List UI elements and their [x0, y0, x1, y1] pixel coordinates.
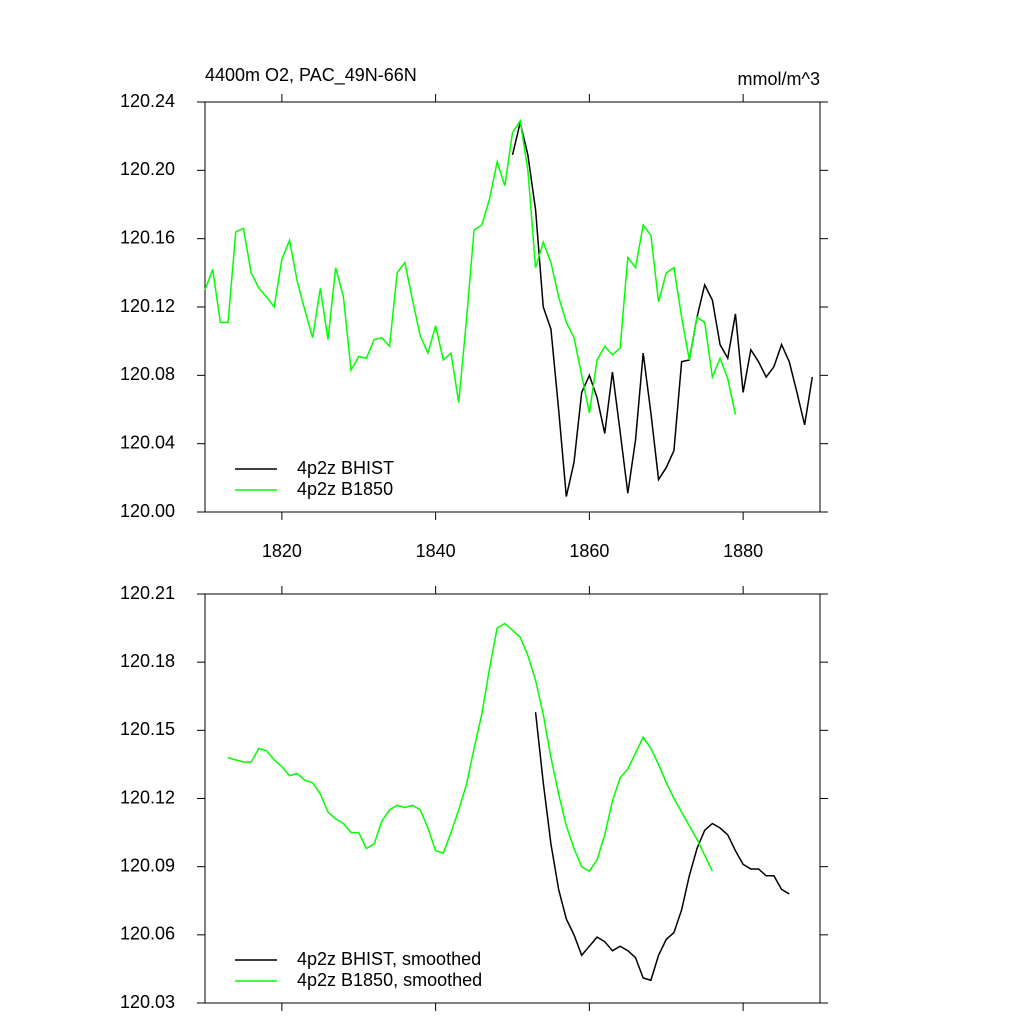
series-line: [511, 122, 814, 497]
y-tick-label: 120.16: [120, 227, 175, 247]
legend-label: 4p2z BHIST, smoothed: [297, 949, 481, 969]
y-tick-label: 120.03: [120, 992, 175, 1012]
legend-label: 4p2z B1850: [297, 479, 393, 499]
x-tick-label: 1820: [262, 541, 302, 561]
y-tick-label: 120.21: [120, 583, 175, 603]
series-line: [204, 118, 737, 415]
y-tick-label: 120.18: [120, 651, 175, 671]
y-tick-label: 120.20: [120, 159, 175, 179]
y-tick-label: 120.24: [120, 91, 175, 111]
y-tick-label: 120.12: [120, 296, 175, 316]
y-tick-label: 120.06: [120, 924, 175, 944]
chart-title: 4400m O2, PAC_49N-66N: [205, 65, 417, 86]
legend-label: 4p2z B1850, smoothed: [297, 970, 482, 990]
units-label: mmol/m^3: [738, 69, 820, 89]
y-tick-label: 120.09: [120, 855, 175, 875]
legend-label: 4p2z BHIST: [297, 458, 394, 478]
x-tick-label: 1880: [723, 541, 763, 561]
y-tick-label: 120.12: [120, 787, 175, 807]
x-tick-label: 1840: [416, 541, 456, 561]
y-tick-label: 120.04: [120, 432, 175, 452]
x-tick-label: 1860: [569, 541, 609, 561]
y-tick-label: 120.08: [120, 364, 175, 384]
y-tick-label: 120.00: [120, 501, 175, 521]
series-line: [534, 712, 790, 982]
y-tick-label: 120.15: [120, 719, 175, 739]
series-line: [227, 622, 714, 873]
